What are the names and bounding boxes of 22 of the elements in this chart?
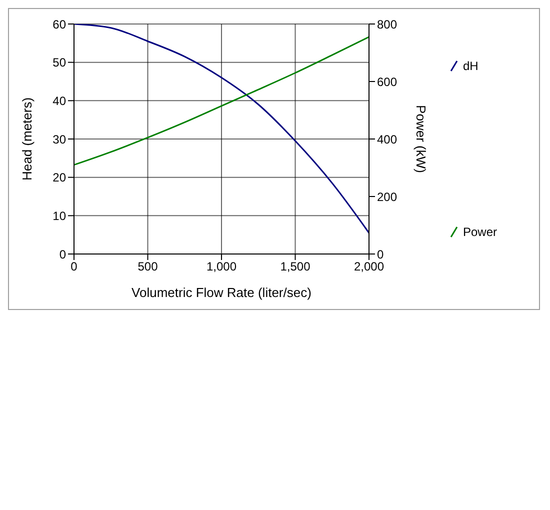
y-tick-label: 0 <box>59 247 66 262</box>
y2-tick-label: 400 <box>377 132 398 146</box>
y-tick-label: 10 <box>52 208 66 223</box>
y-tick-label: 50 <box>52 56 66 70</box>
x-tick-label: 0 <box>70 260 78 274</box>
y2-tick-label: 600 <box>377 74 398 89</box>
y-tick-label: 40 <box>52 94 66 108</box>
y2-tick-label: 0 <box>377 247 384 262</box>
y-tick-label: 30 <box>52 132 66 146</box>
x-tick-label: 1,500 <box>280 260 311 274</box>
y2-tick-label: 200 <box>377 190 398 204</box>
x-axis-title: Volumetric Flow Rate (liter/sec) <box>132 285 312 300</box>
y2-axis-title: Power (kW) <box>413 105 428 173</box>
x-tick-label: 2,000 <box>354 260 384 274</box>
legend-label: dH <box>463 59 478 73</box>
x-tick-label: 500 <box>138 260 158 274</box>
y2-tick-label: 800 <box>377 17 398 32</box>
legend-label: Power <box>463 225 498 239</box>
y-tick-label: 20 <box>52 170 66 185</box>
y-tick-label: 60 <box>52 17 66 32</box>
x-tick-label: 1,000 <box>206 260 237 274</box>
y-axis-title: Head (meters) <box>20 97 35 181</box>
